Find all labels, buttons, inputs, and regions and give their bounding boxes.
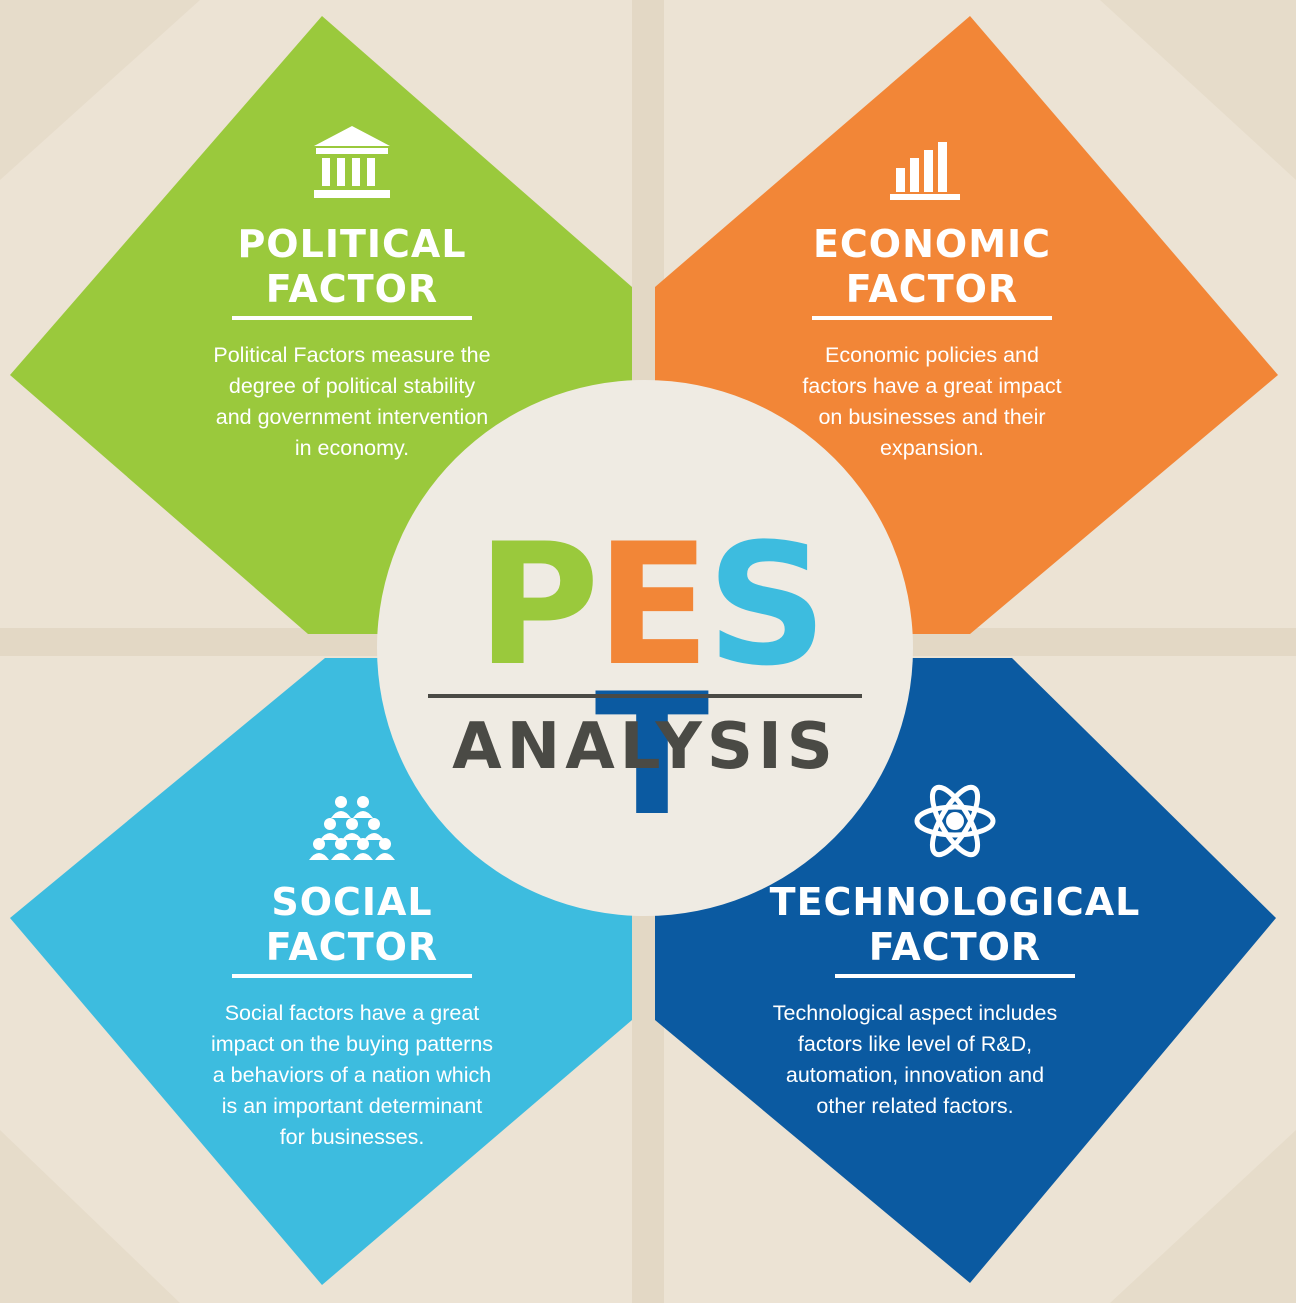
economic-title-line2: FACTOR <box>845 267 1019 311</box>
political-title: POLITICAL FACTOR <box>170 222 534 312</box>
technological-factor-block: TECHNOLOGICAL FACTOR Technological aspec… <box>760 880 1150 1122</box>
bar-chart-icon <box>890 142 960 200</box>
technological-description: Technological aspect includes factors li… <box>772 1001 1058 1118</box>
pest-letter-t: T <box>594 657 710 853</box>
technological-title-line1: TECHNOLOGICAL <box>769 880 1141 924</box>
economic-description: Economic policies and factors have a gre… <box>802 343 1062 460</box>
economic-title-line1: ECONOMIC <box>812 222 1052 266</box>
social-title-line1: SOCIAL <box>271 880 433 924</box>
government-building-icon <box>314 126 390 198</box>
political-title-line2: FACTOR <box>265 267 439 311</box>
analysis-subtitle: ANALYSIS <box>452 710 838 784</box>
social-title-line2: FACTOR <box>265 925 439 969</box>
social-title: SOCIAL FACTOR <box>170 880 534 970</box>
social-divider <box>232 974 472 978</box>
political-description: Political Factors measure the degree of … <box>213 343 491 460</box>
economic-divider <box>812 316 1052 320</box>
social-factor-block: SOCIAL FACTOR Social factors have a grea… <box>170 880 534 1153</box>
center-circle <box>377 380 913 916</box>
technological-title-line2: FACTOR <box>868 925 1042 969</box>
people-group-icon <box>309 796 395 860</box>
political-factor-block: POLITICAL FACTOR Political Factors measu… <box>170 222 534 464</box>
political-divider <box>232 316 472 320</box>
technological-title: TECHNOLOGICAL FACTOR <box>760 880 1150 970</box>
pest-letter-e: E <box>595 507 711 703</box>
economic-factor-block: ECONOMIC FACTOR Economic policies and fa… <box>750 222 1114 464</box>
atom-icon <box>914 784 996 858</box>
technological-divider <box>835 974 1075 978</box>
pest-letter-p: P <box>476 507 600 703</box>
pest-title: PEST <box>425 507 875 853</box>
center-divider <box>428 694 862 698</box>
economic-title: ECONOMIC FACTOR <box>750 222 1114 312</box>
political-title-line1: POLITICAL <box>237 222 467 266</box>
social-description: Social factors have a great impact on th… <box>210 1001 494 1149</box>
pest-letter-s: S <box>706 507 827 703</box>
